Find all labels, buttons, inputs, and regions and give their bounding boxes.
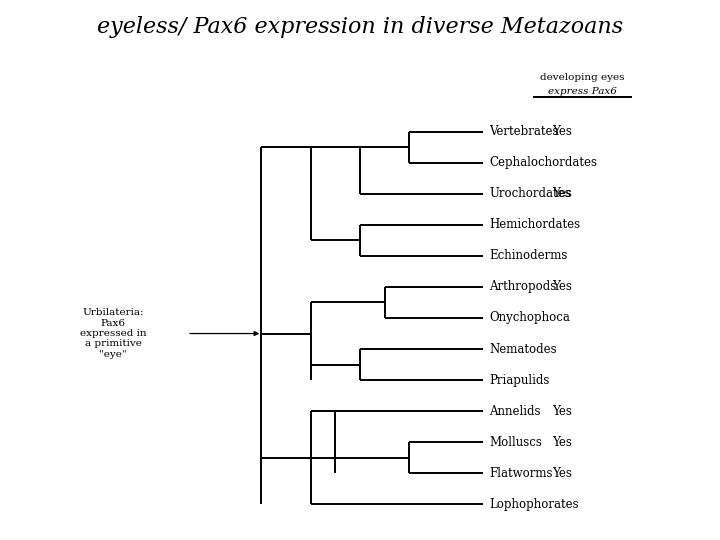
Text: Yes: Yes <box>552 404 572 417</box>
Text: Yes: Yes <box>552 280 572 293</box>
Text: Nematodes: Nematodes <box>490 342 557 355</box>
Text: Yes: Yes <box>552 125 572 138</box>
Text: Annelids: Annelids <box>490 404 541 417</box>
Text: Yes: Yes <box>552 467 572 480</box>
Text: eyeless/ Pax6 expression in diverse Metazoans: eyeless/ Pax6 expression in diverse Meta… <box>97 16 623 38</box>
Text: Cephalochordates: Cephalochordates <box>490 156 598 169</box>
Text: Yes: Yes <box>552 187 572 200</box>
Text: Echinoderms: Echinoderms <box>490 249 568 262</box>
Text: Priapulids: Priapulids <box>490 374 550 387</box>
Text: Vertebrates: Vertebrates <box>490 125 559 138</box>
Text: Urochordates: Urochordates <box>490 187 571 200</box>
Text: Molluscs: Molluscs <box>490 436 542 449</box>
Text: Urbilateria:
Pax6
expressed in
a primitive
"eye": Urbilateria: Pax6 expressed in a primiti… <box>80 308 146 359</box>
Text: Lophophorates: Lophophorates <box>490 498 579 511</box>
Text: Arthropods: Arthropods <box>490 280 557 293</box>
Text: express Pax6: express Pax6 <box>548 86 616 96</box>
Text: developing eyes: developing eyes <box>540 73 624 82</box>
Text: Hemichordates: Hemichordates <box>490 218 580 231</box>
Text: Flatworms: Flatworms <box>490 467 553 480</box>
Text: Onychophoca: Onychophoca <box>490 312 570 325</box>
Text: Yes: Yes <box>552 436 572 449</box>
